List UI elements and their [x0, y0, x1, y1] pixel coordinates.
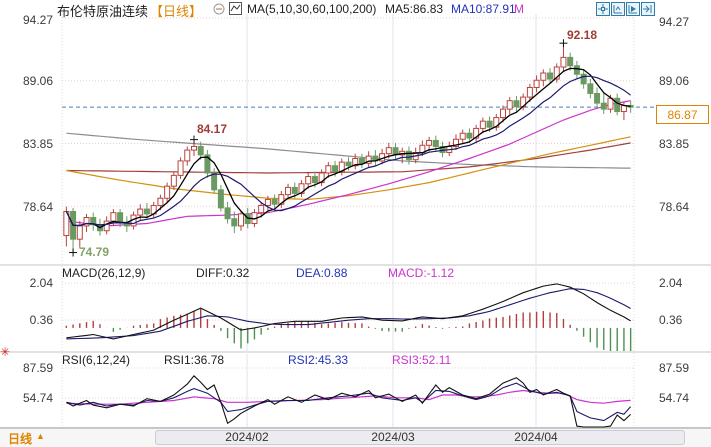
price-tick-right: 94.27 [659, 15, 690, 29]
price-tick-left: 78.64 [22, 200, 53, 214]
period-tag[interactable]: 【日线】 [150, 4, 203, 19]
macd-tick-right: 2.04 [659, 276, 683, 290]
x-axis-date: 2024/03 [371, 430, 415, 444]
circle-minus-icon [213, 3, 225, 15]
rsi-tick-left: 54.74 [22, 391, 53, 405]
period-dropdown-arrow-icon[interactable]: ▲ [36, 431, 45, 441]
price-tick-left: 83.85 [22, 137, 53, 151]
axis-range-icon [611, 2, 625, 16]
high-marker-label: 84.17 [197, 122, 228, 136]
last-price-box: 86.87 [656, 105, 709, 124]
ma30-value-clipped: M [514, 2, 524, 16]
symbol-title: 布伦特原油连续 [57, 4, 149, 19]
rsi-title[interactable]: RSI(6,12,24) [62, 353, 131, 367]
crosshair-tool-button[interactable] [596, 2, 611, 16]
panel-splitter-icon[interactable]: ✳ [0, 345, 11, 359]
macd-diff-value: DIFF:0.32 [196, 266, 250, 280]
x-axis-date: 2024/02 [225, 430, 269, 444]
rsi-tick-right: 54.74 [659, 391, 690, 405]
scrollbar-thumb[interactable] [155, 430, 685, 445]
crosshair-icon [596, 2, 610, 16]
macd-tick-left: 2.04 [29, 276, 53, 290]
macd-dea-value: DEA:0.88 [296, 266, 348, 280]
x-axis-date: 2024/04 [514, 430, 558, 444]
play-chart-icon [626, 2, 640, 16]
rsi-tick-left: 87.59 [22, 361, 53, 375]
price-tick-right: 78.64 [659, 200, 690, 214]
low-marker-label: 74.79 [79, 245, 110, 259]
macd-tick-left: 0.36 [29, 313, 53, 327]
macd-title[interactable]: MACD(26,12,9) [62, 266, 146, 280]
arrow-to-bar-icon [641, 2, 655, 16]
price-tick-left: 94.27 [22, 13, 53, 27]
ma-group-label: MA(5,10,30,60,100,200) [247, 2, 377, 16]
rsi1-value: RSI1:36.78 [164, 353, 225, 367]
collapse-button[interactable] [213, 3, 225, 18]
macd-hist-value: MACD:-1.12 [388, 266, 455, 280]
rsi3-value: RSI3:52.11 [392, 353, 452, 367]
macd-tick-right: 0.36 [659, 313, 683, 327]
ma5-value: MA5:86.83 [385, 2, 444, 16]
line-chart-icon [229, 2, 242, 15]
go-to-latest-button[interactable] [641, 2, 656, 16]
price-tick-right: 89.06 [659, 74, 690, 88]
high-marker-label: 92.18 [567, 28, 598, 42]
ma10-value: MA10:87.91 [451, 2, 516, 16]
zoom-range-button[interactable] [611, 2, 626, 16]
rsi2-value: RSI2:45.33 [288, 353, 349, 367]
price-tick-right: 83.85 [659, 137, 690, 151]
play-forward-button[interactable] [626, 2, 641, 16]
price-tick-left: 89.06 [22, 74, 53, 88]
rsi-tick-right: 87.59 [659, 361, 690, 375]
indicator-settings-button[interactable] [229, 2, 242, 18]
period-selector[interactable]: 日线 [8, 432, 33, 446]
